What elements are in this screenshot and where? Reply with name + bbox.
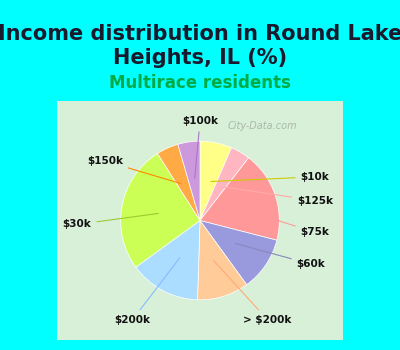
Wedge shape — [198, 220, 247, 300]
Text: $60k: $60k — [236, 244, 326, 269]
Text: Income distribution in Round Lake
Heights, IL (%): Income distribution in Round Lake Height… — [0, 25, 400, 68]
Wedge shape — [200, 158, 279, 240]
Text: $150k: $150k — [87, 156, 181, 183]
Wedge shape — [121, 154, 200, 267]
Bar — [57, 102, 343, 340]
Wedge shape — [200, 141, 232, 220]
Text: $75k: $75k — [240, 209, 330, 237]
Text: $100k: $100k — [182, 116, 218, 178]
Text: $125k: $125k — [223, 187, 333, 206]
Text: $10k: $10k — [211, 172, 330, 182]
Wedge shape — [158, 144, 200, 220]
Text: City-Data.com: City-Data.com — [228, 120, 298, 131]
Wedge shape — [200, 220, 277, 285]
Text: $200k: $200k — [114, 258, 180, 325]
Text: $30k: $30k — [63, 214, 158, 230]
Wedge shape — [178, 141, 200, 220]
Wedge shape — [136, 220, 200, 300]
Wedge shape — [200, 148, 249, 220]
Text: Multirace residents: Multirace residents — [109, 74, 291, 91]
Text: > $200k: > $200k — [214, 260, 292, 325]
